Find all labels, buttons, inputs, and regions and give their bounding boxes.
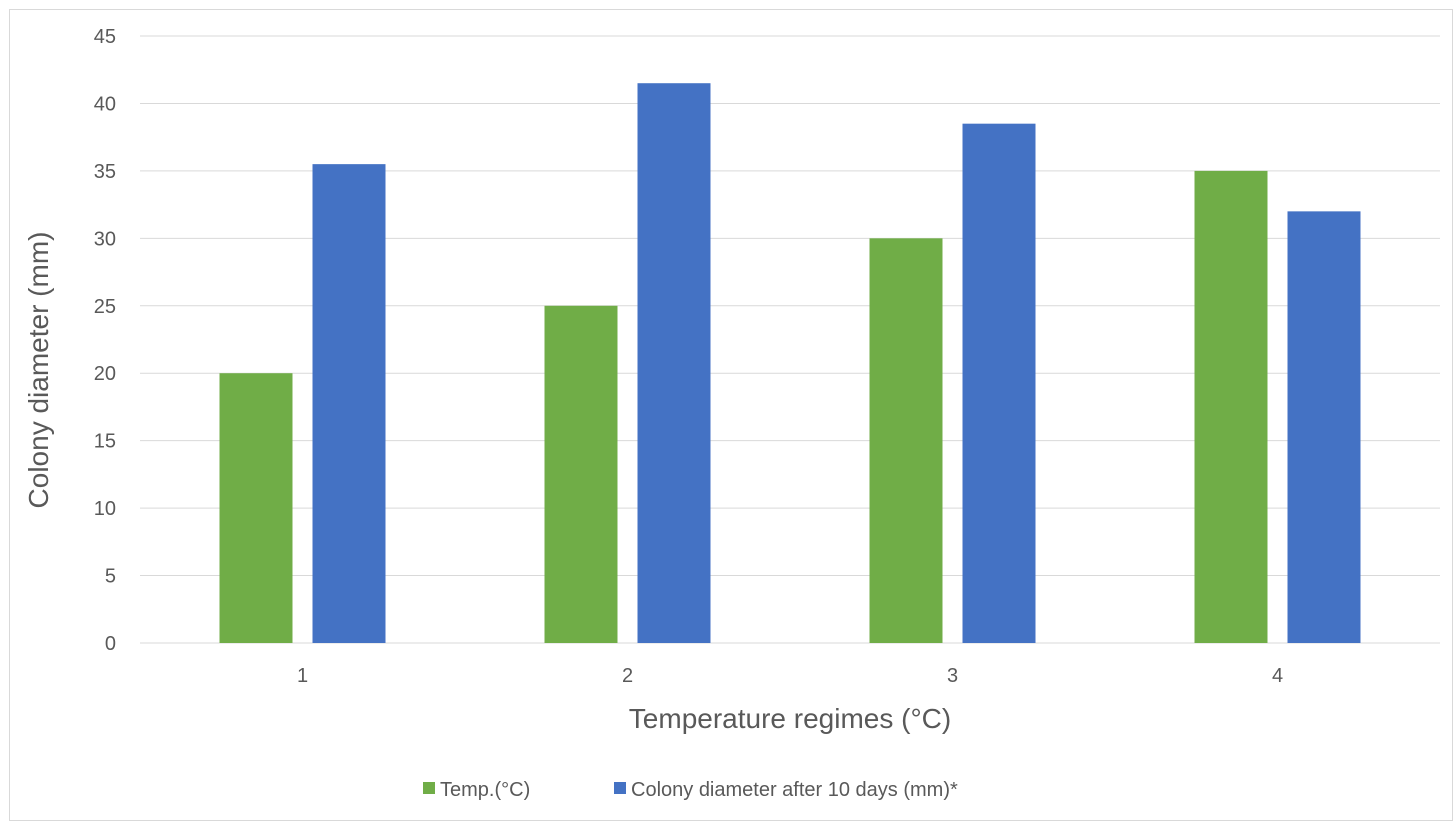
bar-colony-diameter-4 [1287, 211, 1361, 643]
y-tick-label: 25 [94, 296, 116, 318]
x-tick-label: 2 [622, 665, 633, 687]
x-tick-label: 4 [1272, 665, 1283, 687]
legend-swatch-colony-diameter [614, 782, 626, 794]
y-tick-label: 0 [105, 633, 116, 655]
x-tick-labels: 1 2 3 4 [297, 665, 1283, 687]
bar-temp-4 [1194, 170, 1268, 643]
x-axis-title: Temperature regimes (°C) [629, 703, 951, 734]
y-tick-label: 35 [94, 161, 116, 183]
bar-colony-diameter-1 [312, 164, 386, 643]
y-tick-labels: 0 5 10 15 20 25 30 35 40 45 [94, 26, 116, 655]
legend-label-colony-diameter: Colony diameter after 10 days (mm)* [631, 779, 958, 801]
y-tick-label: 45 [94, 26, 116, 48]
bar-colony-diameter-2 [637, 83, 711, 643]
y-tick-label: 10 [94, 498, 116, 520]
bar-temp-2 [544, 305, 618, 643]
bar-colony-diameter-3 [962, 123, 1036, 643]
y-tick-label: 30 [94, 228, 116, 250]
bars [219, 83, 1361, 644]
y-tick-label: 15 [94, 431, 116, 453]
y-tick-label: 40 [94, 93, 116, 115]
y-axis-title: Colony diameter (mm) [23, 232, 54, 509]
bar-temp-3 [869, 238, 943, 644]
legend-swatch-temp [423, 782, 435, 794]
bar-temp-1 [219, 373, 293, 643]
legend: Temp.(°C) Colony diameter after 10 days … [423, 779, 958, 801]
legend-label-temp: Temp.(°C) [440, 779, 530, 801]
x-tick-label: 3 [947, 665, 958, 687]
y-tick-label: 20 [94, 363, 116, 385]
x-tick-label: 1 [297, 665, 308, 687]
y-tick-label: 5 [105, 566, 116, 588]
